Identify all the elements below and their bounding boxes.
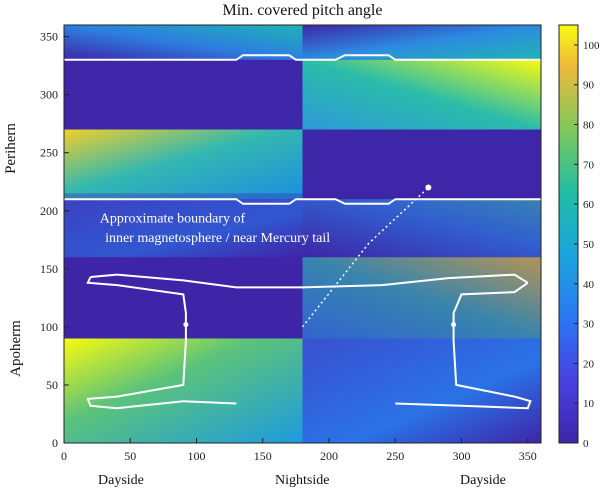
x-tick-label: 300 bbox=[453, 449, 471, 463]
heatmap-patch-5 bbox=[302, 199, 541, 258]
colorbar-tick-label: 0 bbox=[583, 438, 589, 450]
x-tick-label: 0 bbox=[61, 449, 67, 463]
colorbar-tick-label: 80 bbox=[583, 120, 595, 132]
heatmap-patch-6 bbox=[64, 199, 303, 258]
x-tick-label: 250 bbox=[386, 449, 404, 463]
colorbar-tick-label: 90 bbox=[583, 80, 595, 92]
y-tick-label: 200 bbox=[40, 204, 58, 218]
plot-frame bbox=[63, 24, 542, 444]
colorbar-tick-label: 40 bbox=[583, 279, 595, 291]
x-tick-label: 200 bbox=[320, 449, 338, 463]
x-axis-label-left: Dayside bbox=[98, 473, 144, 488]
heatmap-patch-2 bbox=[302, 25, 541, 60]
y-axis-label-bottom: Apoherm bbox=[7, 320, 24, 377]
colorbar-tick-label: 50 bbox=[583, 239, 595, 251]
boundary-upper-contour bbox=[90, 273, 529, 289]
x-tick-label: 50 bbox=[124, 449, 136, 463]
colorbar-tick-label: 20 bbox=[583, 358, 595, 370]
annotation-text-line-1: Approximate boundary of bbox=[100, 211, 246, 226]
contour-dot-right bbox=[451, 322, 457, 328]
boundary-mid bbox=[64, 198, 541, 205]
y-axis-label-top: Perihern bbox=[2, 123, 19, 174]
y-tick-label: 300 bbox=[40, 88, 58, 102]
heatmap-patch-8 bbox=[64, 338, 303, 443]
heatmap-patch-7 bbox=[302, 257, 541, 339]
y-tick-label: 250 bbox=[40, 146, 58, 160]
contour-right bbox=[395, 281, 532, 410]
heatmap-patch-1 bbox=[64, 25, 303, 60]
annotation-pointer bbox=[301, 187, 429, 328]
x-axis-label-middle: Nightside bbox=[275, 473, 330, 488]
y-tick-label: 100 bbox=[40, 320, 58, 334]
heatmap-patch-9 bbox=[302, 338, 541, 443]
y-tick-label: 350 bbox=[40, 30, 58, 44]
y-tick-label: 50 bbox=[46, 378, 58, 392]
colorbar bbox=[558, 24, 579, 444]
colorbar-tick-label: 10 bbox=[583, 398, 595, 410]
y-tick-label: 150 bbox=[40, 262, 58, 276]
contour-left bbox=[86, 276, 237, 410]
heatmap-shade bbox=[64, 193, 541, 339]
colorbar-tick-label: 60 bbox=[583, 199, 595, 211]
colorbar-tick-label: 30 bbox=[583, 319, 595, 331]
boundary-top bbox=[64, 54, 541, 61]
x-tick-label: 150 bbox=[254, 449, 272, 463]
heatmap-patch-3 bbox=[302, 59, 541, 130]
heatmap-patch-4 bbox=[64, 129, 303, 200]
x-axis-label-right: Dayside bbox=[460, 473, 506, 488]
colorbar-tick-label: 100 bbox=[583, 40, 600, 52]
x-tick-label: 100 bbox=[188, 449, 206, 463]
y-tick-label: 0 bbox=[52, 436, 58, 450]
annotation-dot bbox=[425, 184, 432, 191]
chart-title: Min. covered pitch angle bbox=[222, 2, 383, 19]
annotation-text-line-2: inner magnetosphere / near Mercury tail bbox=[105, 231, 330, 246]
colorbar-tick-label: 70 bbox=[583, 159, 595, 171]
x-tick-label: 350 bbox=[519, 449, 537, 463]
contour-dot-left bbox=[183, 322, 189, 328]
